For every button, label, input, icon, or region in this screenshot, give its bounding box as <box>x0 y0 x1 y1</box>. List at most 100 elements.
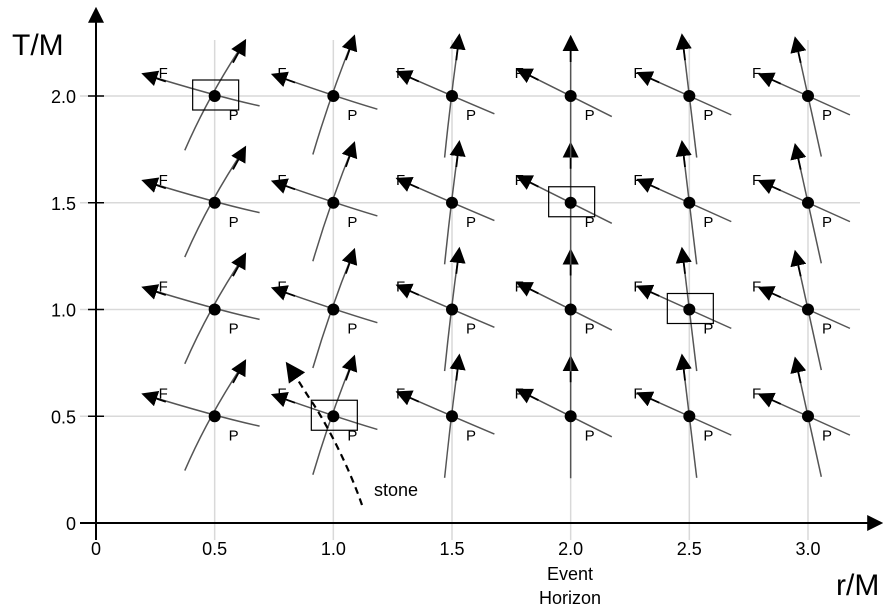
event-point <box>327 90 340 102</box>
event-point <box>445 90 458 102</box>
future-arrow-outgoing <box>675 33 692 61</box>
past-label: P <box>347 321 357 338</box>
future-label: F <box>515 279 524 296</box>
future-arrow-outgoing <box>449 353 466 381</box>
event-horizon-label-line1: Event <box>547 564 593 584</box>
future-arrow-ingoing <box>757 179 782 195</box>
future-arrow-ingoing <box>636 71 660 87</box>
future-label: F <box>515 172 524 189</box>
future-arrow-outgoing <box>790 356 807 384</box>
light-cone: FP <box>515 248 613 372</box>
event-point <box>327 410 340 423</box>
future-arrow-ingoing <box>515 388 539 404</box>
future-label: F <box>277 65 286 82</box>
event-point <box>208 410 221 423</box>
highlight-box <box>310 399 358 431</box>
future-arrow-outgoing <box>449 246 466 274</box>
future-label: F <box>159 65 168 82</box>
future-arrow-outgoing <box>449 33 466 61</box>
future-arrow-outgoing <box>790 142 807 170</box>
future-label: F <box>277 279 286 296</box>
future-arrow-ingoing <box>270 178 296 194</box>
future-arrow-outgoing <box>231 145 247 170</box>
past-label: P <box>703 214 713 231</box>
event-point <box>445 196 458 209</box>
y-tick-label: 0 <box>66 514 76 534</box>
future-arrow-outgoing <box>790 249 807 277</box>
stone-label: stone <box>374 480 418 500</box>
future-arrow-outgoing <box>231 38 247 64</box>
future-arrow-ingoing <box>270 71 296 87</box>
future-arrow-outgoing <box>341 247 358 274</box>
future-label: F <box>396 279 405 296</box>
future-arrow-outgoing <box>231 252 247 277</box>
future-arrow-ingoing <box>757 72 782 88</box>
light-cones: FPFPFPFPFPFPFPFPFPFPFPFPFPFPFPFPFPFPFPFP… <box>141 33 851 479</box>
future-label: F <box>159 385 168 402</box>
future-arrow-ingoing <box>757 286 782 301</box>
past-label: P <box>466 321 476 338</box>
event-point <box>208 303 221 316</box>
light-cone: FP <box>270 354 378 475</box>
future-arrow-ingoing <box>141 70 167 87</box>
event-point <box>801 90 814 102</box>
x-tick-label: 0.5 <box>202 539 227 559</box>
future-label: F <box>633 65 642 82</box>
event-point <box>801 303 814 316</box>
x-tick-label: 1.0 <box>321 539 346 559</box>
event-point <box>564 410 577 423</box>
light-cone: FP <box>752 36 851 157</box>
future-arrow-outgoing <box>341 141 358 168</box>
future-arrow-outgoing <box>675 139 692 168</box>
future-arrow-ingoing <box>395 283 420 299</box>
light-cone: FP <box>752 142 851 264</box>
past-label: P <box>822 214 832 231</box>
event-point <box>683 303 696 316</box>
light-cone: FP <box>141 252 260 365</box>
past-label: P <box>585 321 595 338</box>
y-tick-label: 0.5 <box>51 407 76 427</box>
past-label: P <box>229 321 239 338</box>
past-label: P <box>229 214 239 231</box>
future-label: F <box>752 172 761 189</box>
event-point <box>801 410 814 423</box>
future-label: F <box>515 65 524 82</box>
future-arrow-ingoing <box>757 392 782 408</box>
light-cone: FP <box>270 247 378 369</box>
event-point <box>683 410 696 423</box>
x-tick-label: 0 <box>91 539 101 559</box>
future-label: F <box>396 385 405 402</box>
future-arrow-ingoing <box>515 282 539 297</box>
past-label: P <box>703 107 713 124</box>
future-arrow-outgoing <box>790 36 807 63</box>
past-label: P <box>822 107 832 124</box>
future-arrow-outgoing <box>231 359 247 384</box>
past-label: P <box>466 107 476 124</box>
x-tick-label: 1.5 <box>439 539 464 559</box>
future-label: F <box>633 385 642 402</box>
past-label: P <box>703 427 713 444</box>
y-tick-label: 1.5 <box>51 194 76 214</box>
light-cone: FP <box>270 141 378 262</box>
future-label: F <box>277 172 286 189</box>
future-label: F <box>159 172 168 189</box>
light-cone: FP <box>752 356 851 477</box>
past-label: P <box>347 107 357 124</box>
past-label: P <box>466 427 476 444</box>
y-tick-label: 1.0 <box>51 301 76 321</box>
stone-worldline <box>285 361 364 506</box>
light-cone: FP <box>515 141 613 265</box>
future-arrow-ingoing <box>141 177 167 193</box>
event-horizon-label-line2: Horizon <box>539 588 601 608</box>
light-cone: FP <box>395 139 495 265</box>
past-label: P <box>703 321 713 338</box>
light-cone: FP <box>633 353 732 478</box>
future-arrow-ingoing <box>270 391 296 408</box>
event-point <box>208 90 221 102</box>
event-point <box>683 90 696 102</box>
past-label: P <box>822 427 832 444</box>
event-point <box>445 303 458 316</box>
future-arrow-ingoing <box>636 284 660 300</box>
